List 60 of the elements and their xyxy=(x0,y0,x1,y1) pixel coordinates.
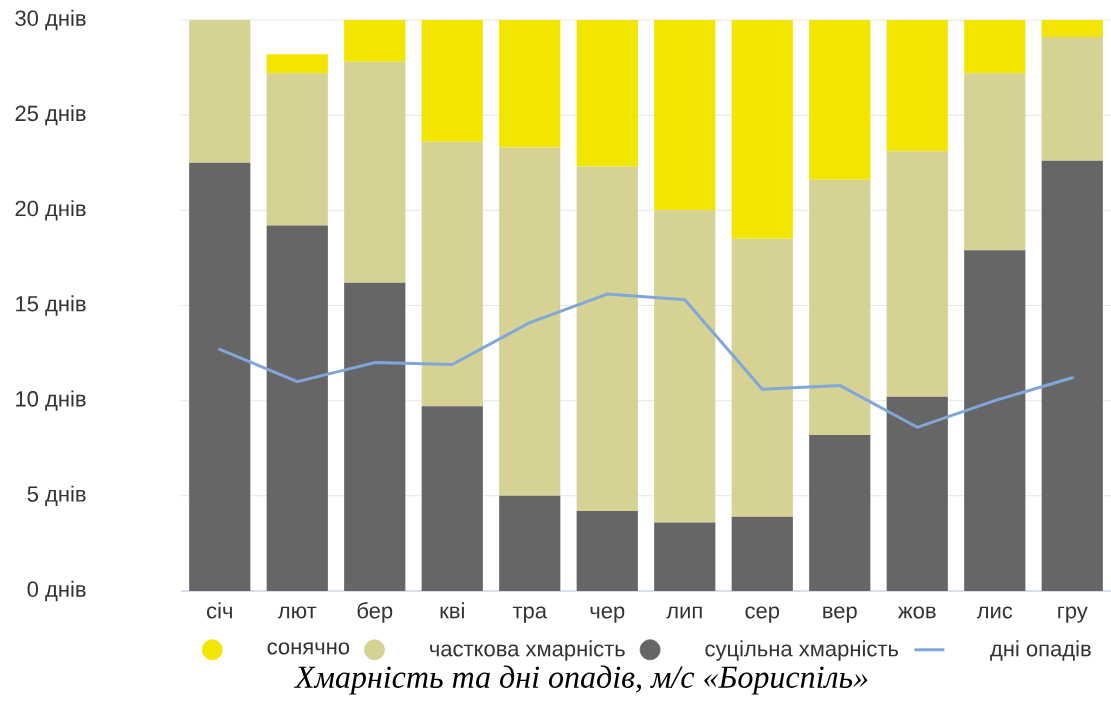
bar xyxy=(809,19,871,180)
legend-label: суцільна хмарність xyxy=(705,640,898,661)
bar xyxy=(421,406,483,591)
bar xyxy=(189,162,251,591)
bar xyxy=(421,19,483,142)
x-tick-label: лют xyxy=(277,606,317,619)
legend-label: сонячно xyxy=(267,642,350,655)
x-tick-label: бер xyxy=(357,602,393,623)
bar xyxy=(344,61,406,283)
y-tick-label: 10 днів xyxy=(16,390,86,411)
x-tick-label: січ xyxy=(207,602,232,619)
bar xyxy=(886,19,948,152)
x-tick-label: жов xyxy=(898,606,936,619)
legend-label: дні опадів xyxy=(990,640,1091,661)
bar xyxy=(654,522,716,591)
x-tick-label: гру xyxy=(1058,606,1088,623)
bar xyxy=(886,151,948,397)
bar xyxy=(266,225,328,591)
bar xyxy=(576,19,638,167)
bar xyxy=(964,250,1026,591)
bar xyxy=(499,495,561,591)
line-series xyxy=(218,292,1074,429)
bar xyxy=(576,166,638,512)
x-tick-label: чер xyxy=(590,606,625,623)
bar xyxy=(1041,19,1103,38)
bar xyxy=(886,396,948,591)
bar xyxy=(266,54,328,74)
bar xyxy=(421,141,483,407)
x-tick-label: вер xyxy=(823,606,857,623)
bar xyxy=(189,19,251,163)
text: Хмарність та дні опадів, м/с «Бориспіль» xyxy=(293,665,868,695)
x-tick-label: кві xyxy=(440,602,464,619)
bar xyxy=(1041,160,1103,591)
bar xyxy=(499,147,561,496)
bar xyxy=(731,19,793,239)
bar xyxy=(731,516,793,591)
legend-label: часткова хмарність xyxy=(430,640,625,661)
y-tick-label: 30 днів xyxy=(15,9,86,31)
x-tick-label: лис xyxy=(976,606,1013,619)
bar xyxy=(809,179,871,435)
bar xyxy=(964,73,1026,251)
bar xyxy=(576,511,638,591)
y-tick-label: 15 днів xyxy=(16,295,86,316)
x-tick-label: тра xyxy=(512,606,548,623)
y-tick-label: 0 днів xyxy=(27,580,86,602)
bar xyxy=(809,434,871,591)
bar xyxy=(654,19,716,211)
bar xyxy=(654,210,716,523)
y-tick-label: 5 днів xyxy=(27,485,86,506)
x-tick-label: лип xyxy=(666,606,702,619)
bar xyxy=(266,73,328,226)
y-tick-label: 25 днів xyxy=(15,105,86,126)
y-tick-label: 20 днів xyxy=(15,200,86,221)
bar xyxy=(344,282,406,591)
bar xyxy=(344,19,406,62)
bar xyxy=(1041,37,1103,161)
bar xyxy=(731,238,793,517)
bar xyxy=(964,19,1026,74)
x-tick-label: сер xyxy=(745,606,780,623)
bar xyxy=(499,19,561,148)
